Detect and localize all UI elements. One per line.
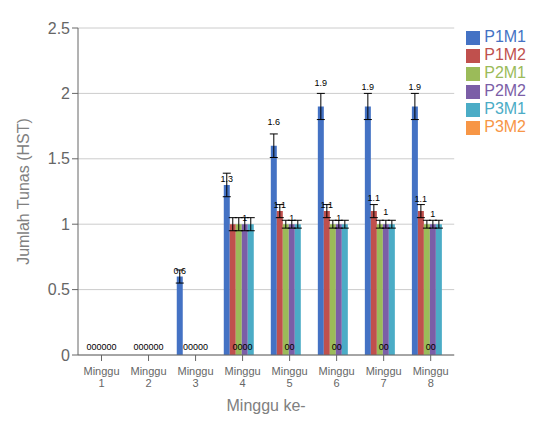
svg-text:2.5: 2.5	[48, 20, 70, 37]
svg-text:1.1: 1.1	[415, 194, 428, 204]
svg-text:1.1: 1.1	[368, 193, 381, 203]
svg-text:0: 0	[61, 347, 70, 364]
svg-text:1.5: 1.5	[48, 150, 70, 167]
svg-text:Minggu3: Minggu3	[178, 365, 214, 390]
html-text:P3M1: P3M1	[484, 100, 526, 117]
svg-text:1.1: 1.1	[274, 200, 287, 210]
svg-text:00: 00	[379, 342, 389, 352]
svg-text:000000: 000000	[86, 342, 116, 352]
svg-text:1.6: 1.6	[268, 117, 281, 127]
svg-text:00000: 00000	[183, 342, 208, 352]
html-text:P3M2: P3M2	[484, 118, 526, 135]
svg-text:Minggu4: Minggu4	[225, 365, 261, 390]
svg-text:1.3: 1.3	[221, 174, 234, 184]
html-text:P2M1: P2M1	[484, 64, 526, 81]
svg-text:1.9: 1.9	[362, 82, 375, 92]
svg-text:Jumlah Tunas (HST): Jumlah Tunas (HST)	[15, 118, 32, 265]
svg-text:Minggu8: Minggu8	[413, 365, 449, 390]
svg-text:1.1: 1.1	[321, 200, 334, 210]
svg-text:Minggu5: Minggu5	[272, 365, 308, 390]
svg-text:Minggu ke-: Minggu ke-	[227, 397, 306, 414]
svg-text:1.9: 1.9	[409, 82, 422, 92]
svg-text:0.6: 0.6	[173, 266, 186, 276]
svg-text:1: 1	[336, 213, 341, 223]
html-text:P2M2: P2M2	[484, 82, 526, 99]
svg-text:1: 1	[61, 216, 70, 233]
svg-text:Minggu2: Minggu2	[130, 365, 166, 390]
svg-text:000000: 000000	[134, 342, 164, 352]
svg-text:0000: 0000	[233, 342, 253, 352]
svg-text:1: 1	[289, 213, 294, 223]
html-text:P1M1: P1M1	[484, 28, 526, 45]
svg-text:Minggu7: Minggu7	[366, 365, 402, 390]
svg-text:1: 1	[383, 207, 388, 217]
svg-text:00: 00	[332, 342, 342, 352]
svg-text:Minggu1: Minggu1	[83, 365, 119, 390]
svg-text:Minggu6: Minggu6	[319, 365, 355, 390]
svg-text:1: 1	[430, 209, 435, 219]
html-text:P1M2: P1M2	[484, 46, 526, 63]
svg-text:1.9: 1.9	[315, 78, 328, 88]
svg-text:2: 2	[61, 85, 70, 102]
svg-text:00: 00	[426, 342, 436, 352]
svg-text:1: 1	[242, 213, 247, 223]
svg-text:0.5: 0.5	[48, 281, 70, 298]
svg-text:00: 00	[285, 342, 295, 352]
